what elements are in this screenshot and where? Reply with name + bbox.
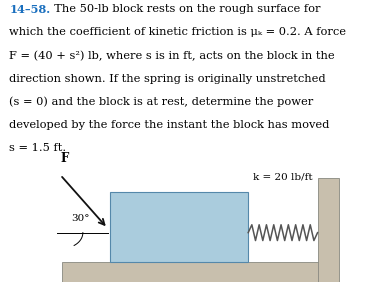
Text: developed by the force the instant the block has moved: developed by the force the instant the b… — [9, 120, 330, 130]
Text: (s = 0) and the block is at rest, determine the power: (s = 0) and the block is at rest, determ… — [9, 97, 314, 107]
Text: 14–58.: 14–58. — [9, 4, 50, 15]
Text: F = (40 + s²) lb, where s is in ft, acts on the block in the: F = (40 + s²) lb, where s is in ft, acts… — [9, 50, 335, 61]
Text: 30°: 30° — [71, 214, 90, 223]
Text: k = 20 lb/ft: k = 20 lb/ft — [253, 173, 313, 182]
Bar — [110, 192, 248, 262]
Text: which the coefficient of kinetic friction is μₖ = 0.2. A force: which the coefficient of kinetic frictio… — [9, 27, 346, 37]
Bar — [62, 262, 336, 282]
Text: The 50-lb block rests on the rough surface for: The 50-lb block rests on the rough surfa… — [47, 4, 321, 14]
Text: F: F — [60, 152, 69, 165]
Text: direction shown. If the spring is originally unstretched: direction shown. If the spring is origin… — [9, 74, 326, 83]
Bar — [318, 178, 339, 282]
Text: s = 1.5 ft.: s = 1.5 ft. — [9, 143, 66, 153]
